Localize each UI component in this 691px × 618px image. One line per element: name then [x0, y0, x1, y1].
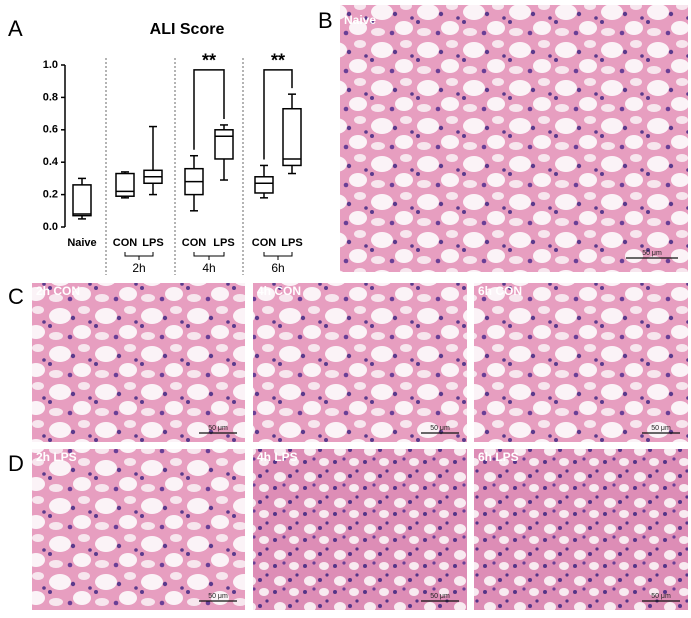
group-label: 6h	[271, 261, 284, 275]
micrograph	[32, 283, 245, 442]
significance-bracket	[263, 69, 293, 160]
scale-label: 50 μm	[430, 425, 450, 432]
box	[115, 172, 135, 197]
micrograph	[340, 5, 688, 272]
panel-letter: C	[8, 284, 24, 309]
panel-letter: A	[8, 16, 23, 41]
x-tick-label: CON	[252, 237, 277, 249]
scale-label: 50 μm	[208, 425, 228, 432]
group-bracket	[263, 252, 293, 260]
box	[72, 184, 92, 217]
group-bracket	[193, 252, 225, 260]
panel-letter: D	[8, 451, 24, 476]
micrograph	[474, 283, 688, 442]
y-tick-label: 0.0	[43, 221, 58, 233]
micrograph	[253, 449, 467, 610]
x-tick-label: LPS	[213, 237, 234, 249]
significance-bracket	[193, 69, 225, 150]
y-tick-label: 0.2	[43, 189, 58, 201]
image-label: 6h CON	[478, 284, 522, 298]
significance: **	[271, 51, 285, 71]
image-label: 6h LPS	[478, 450, 519, 464]
box	[214, 129, 234, 160]
box	[254, 176, 274, 194]
scale-label: 50 μm	[651, 593, 671, 600]
chart-title: ALI Score	[150, 21, 225, 38]
group-label: 4h	[202, 261, 215, 275]
image-label: 2h CON	[36, 284, 80, 298]
scale-label: 50 μm	[430, 593, 450, 600]
image-label: 4h LPS	[257, 450, 298, 464]
y-tick-label: 0.6	[43, 124, 58, 136]
scale-label: 50 μm	[642, 250, 662, 257]
y-tick-label: 1.0	[43, 59, 58, 71]
group-label: 2h	[132, 261, 145, 275]
x-tick-label: CON	[182, 237, 207, 249]
x-tick-label: CON	[113, 237, 138, 249]
box	[282, 107, 302, 167]
x-tick-label: LPS	[142, 237, 163, 249]
x-tick-label: LPS	[281, 237, 302, 249]
panel-letter: B	[318, 8, 333, 33]
image-label: 4h CON	[257, 284, 301, 298]
significance: **	[202, 51, 216, 71]
micrograph	[253, 283, 467, 442]
scale-label: 50 μm	[208, 593, 228, 600]
image-label: Naive	[344, 13, 376, 27]
micrograph	[474, 449, 688, 610]
y-tick-label: 0.8	[43, 91, 58, 103]
micrograph	[32, 449, 245, 610]
group-bracket	[124, 252, 154, 260]
x-tick-label: Naive	[67, 237, 96, 249]
scale-label: 50 μm	[651, 425, 671, 432]
image-label: 2h LPS	[36, 450, 77, 464]
y-tick-label: 0.4	[43, 156, 59, 168]
